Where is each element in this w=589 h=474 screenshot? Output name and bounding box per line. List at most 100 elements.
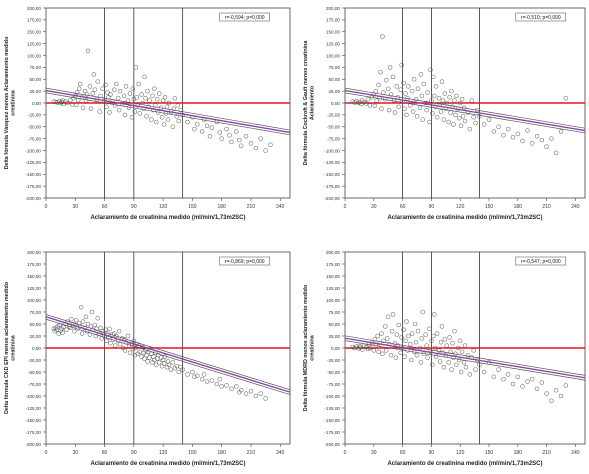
data-point — [436, 348, 442, 353]
data-point — [419, 336, 425, 341]
data-point — [384, 336, 390, 341]
data-point — [87, 84, 93, 89]
data-point — [248, 141, 254, 146]
data-point — [544, 144, 549, 149]
plot-content — [46, 8, 290, 198]
data-point — [145, 359, 150, 364]
data-point — [399, 335, 404, 340]
data-point — [170, 360, 176, 365]
data-point — [558, 393, 564, 399]
y-tick-label: 125,00 — [27, 41, 41, 46]
data-point — [104, 104, 109, 110]
data-point — [385, 86, 391, 91]
y-axis-label-line: creatinina — [310, 334, 316, 360]
y-tick-label: 150,00 — [27, 274, 41, 279]
y-tick-label: -25,00 — [327, 113, 340, 118]
data-point — [132, 109, 138, 114]
x-tick-label: 240 — [276, 450, 285, 456]
data-point — [462, 118, 468, 124]
data-point — [433, 84, 439, 89]
data-point — [439, 324, 445, 329]
data-point — [117, 88, 123, 94]
data-point — [176, 369, 181, 375]
data-point — [505, 372, 511, 377]
data-point — [471, 348, 476, 353]
y-tick-label: -200,00 — [324, 196, 340, 201]
annotation-box — [515, 256, 567, 266]
confidence-band-upper — [345, 335, 585, 376]
y-tick-label: 125,00 — [326, 286, 340, 291]
data-point — [473, 367, 478, 372]
data-point — [379, 106, 384, 111]
correlation-annotation: r=-0,547; p=0,000 — [521, 259, 561, 265]
data-point — [451, 122, 456, 127]
data-point — [97, 109, 102, 114]
data-point — [195, 373, 200, 379]
annotation-box — [219, 256, 270, 266]
data-point — [403, 338, 408, 344]
data-point — [137, 111, 142, 116]
x-tick-label: 180 — [218, 204, 227, 210]
data-point — [553, 387, 559, 393]
data-point — [412, 321, 418, 327]
data-point — [154, 362, 159, 368]
data-point — [481, 122, 487, 127]
data-point — [453, 112, 458, 118]
y-tick-label: -50,00 — [28, 370, 41, 375]
y-tick-label: -125,00 — [25, 406, 41, 411]
data-point — [372, 337, 378, 342]
data-point — [253, 145, 259, 151]
data-point — [401, 80, 406, 86]
data-point — [418, 360, 424, 365]
data-point — [151, 107, 156, 113]
data-point — [258, 391, 263, 396]
y-tick-label: 100,00 — [27, 53, 41, 58]
data-point — [248, 388, 254, 394]
y-tick-label: -200,00 — [25, 196, 41, 201]
data-point — [399, 62, 404, 68]
data-point — [243, 134, 249, 139]
data-point — [459, 349, 465, 355]
y-tick-label: 25,00 — [329, 334, 341, 339]
x-tick-label: 120 — [159, 204, 168, 210]
data-point — [65, 100, 70, 106]
x-tick-label: 180 — [514, 450, 523, 456]
y-tick-label: -150,00 — [25, 172, 41, 177]
data-point — [501, 133, 506, 138]
y-tick-label: -175,00 — [25, 430, 41, 435]
data-point — [217, 376, 222, 382]
x-tick-label: 0 — [344, 204, 347, 210]
data-point — [491, 129, 497, 134]
x-tick-label: 240 — [571, 204, 580, 210]
data-point — [134, 95, 140, 100]
data-point — [60, 98, 65, 103]
data-point — [409, 88, 415, 94]
data-point — [439, 79, 445, 84]
y-tick-label: 25,00 — [30, 89, 42, 94]
regression-fit-line — [345, 337, 585, 379]
y-axis-label-line: Aclaramiento — [310, 85, 316, 120]
data-point — [219, 136, 224, 141]
x-tick-label: 0 — [45, 450, 48, 456]
x-tick-label: 0 — [344, 450, 347, 456]
data-point — [64, 327, 69, 333]
data-point — [76, 86, 82, 91]
data-point — [77, 81, 83, 87]
data-point — [107, 110, 112, 115]
data-point — [229, 386, 234, 392]
data-point — [268, 142, 273, 148]
data-point — [380, 351, 385, 357]
data-point — [152, 357, 157, 363]
data-point — [438, 109, 444, 114]
data-point — [544, 391, 549, 396]
data-point — [127, 350, 133, 356]
data-point — [386, 107, 392, 113]
data-point — [496, 124, 501, 129]
data-point — [408, 103, 413, 108]
regression-fit-line — [345, 89, 585, 132]
data-point — [380, 34, 385, 39]
y-tick-label: -25,00 — [28, 358, 41, 363]
data-point — [57, 322, 62, 328]
data-point — [132, 352, 138, 358]
data-point — [229, 139, 234, 145]
